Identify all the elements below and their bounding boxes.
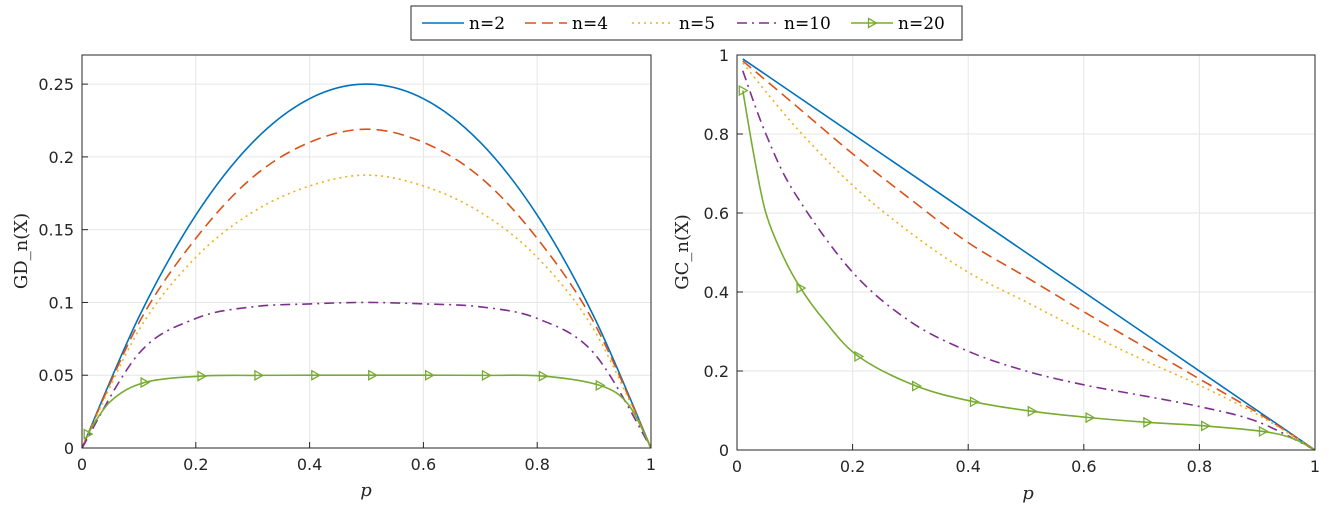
left-n-20-marker — [197, 370, 208, 382]
right-y-axis-label: GC_n(X) — [672, 214, 693, 290]
left-x-tick-label: 0.2 — [183, 455, 208, 474]
right-x-tick-label: 1 — [1310, 457, 1320, 476]
legend-marker-n-20 — [867, 17, 878, 29]
left-x-tick-label: 1 — [646, 455, 656, 474]
right-n-20-marker — [1258, 425, 1269, 438]
left-y-tick-label: 0.25 — [38, 75, 74, 94]
right-y-tick-label: 0 — [719, 441, 729, 460]
right-n-20-marker — [969, 396, 980, 408]
right-n-20-marker — [1085, 411, 1096, 424]
right-x-tick-label: 0.8 — [1187, 457, 1212, 476]
left-n-20-marker — [254, 369, 265, 381]
left-series-n-2 — [81, 83, 652, 449]
left-n-20-marker — [311, 369, 322, 381]
right-n-20-marker — [738, 84, 749, 97]
right-series — [738, 58, 1316, 451]
left-plot: 0 0.2 0.4 0.6 0.8 1 0 0.05 0.1 0.15 0.2 0.25 p GD_n… — [11, 54, 656, 501]
left-n-20-marker — [538, 370, 549, 382]
right-y-tick-label: 0.2 — [704, 362, 729, 381]
left-series-n-4 — [81, 128, 652, 449]
left-y-tick-label: 0.2 — [49, 148, 74, 167]
left-x-tick-label: 0 — [77, 455, 87, 474]
right-series-n-20 — [741, 90, 1316, 451]
right-n-20-marker — [1027, 405, 1038, 417]
left-n-20-marker — [424, 369, 435, 381]
left-x-tick-label: 0.6 — [411, 455, 436, 474]
legend-label-n-4: n=4 — [572, 14, 608, 34]
legend: n=2 n=4 n=5 n=10 n=20 — [410, 5, 963, 41]
left-n-20-marker — [481, 369, 492, 381]
right-ticks: 0 0.2 0.4 0.6 0.8 1 0 0.2 0.4 0.6 0.8 1 — [704, 46, 1321, 476]
right-x-tick-label: 0 — [732, 457, 742, 476]
left-x-tick-label: 0.4 — [297, 455, 322, 474]
legend-label-n-5: n=5 — [679, 14, 715, 34]
right-x-axis-label: p — [1022, 483, 1034, 504]
left-y-tick-label: 0.1 — [49, 293, 74, 312]
left-y-tick-label: 0.15 — [38, 221, 74, 240]
legend-label-n-20: n=20 — [898, 14, 945, 34]
legend-label-n-2: n=2 — [469, 14, 505, 34]
right-series-n-5 — [742, 62, 1316, 451]
left-y-tick-label: 0.05 — [38, 366, 74, 385]
right-y-tick-label: 0.6 — [704, 204, 729, 223]
right-x-tick-label: 0.6 — [1071, 457, 1096, 476]
right-plot: 0 0.2 0.4 0.6 0.8 1 0 0.2 0.4 0.6 0.8 1 p GC_n(X) — [672, 46, 1320, 504]
right-x-tick-label: 0.4 — [955, 457, 980, 476]
left-y-tick-label: 0 — [64, 439, 74, 458]
left-n-20-marker — [83, 428, 94, 440]
right-y-tick-label: 1 — [719, 46, 729, 65]
right-n-20-marker — [1201, 420, 1212, 432]
right-n-20-marker — [1143, 416, 1154, 428]
legend-label-n-10: n=10 — [784, 14, 831, 34]
right-y-tick-label: 0.4 — [704, 283, 729, 302]
left-series — [81, 83, 652, 449]
left-ticks: 0 0.2 0.4 0.6 0.8 1 0 0.05 0.1 0.15 0.2 0.25 — [38, 75, 656, 474]
left-series-n-20 — [87, 374, 652, 449]
left-n-20-marker — [368, 369, 379, 381]
left-x-axis-label: p — [360, 480, 372, 501]
left-n-20-marker — [140, 376, 151, 389]
right-series-n-4 — [742, 60, 1316, 451]
left-series-n-10 — [81, 301, 652, 449]
left-plot-border — [81, 54, 652, 449]
left-x-tick-label: 0.8 — [524, 455, 549, 474]
left-plot-area — [82, 55, 651, 448]
left-n-20-marker — [595, 379, 606, 392]
right-n-20-marker — [796, 282, 807, 294]
right-n-20-marker — [854, 350, 865, 362]
right-n-20-marker — [912, 380, 923, 392]
right-x-tick-label: 0.2 — [840, 457, 865, 476]
left-y-axis-label: GD_n(X) — [11, 213, 32, 289]
right-plot-border — [736, 54, 1316, 451]
right-series-n-2 — [742, 58, 1316, 451]
right-y-tick-label: 0.8 — [704, 125, 729, 144]
